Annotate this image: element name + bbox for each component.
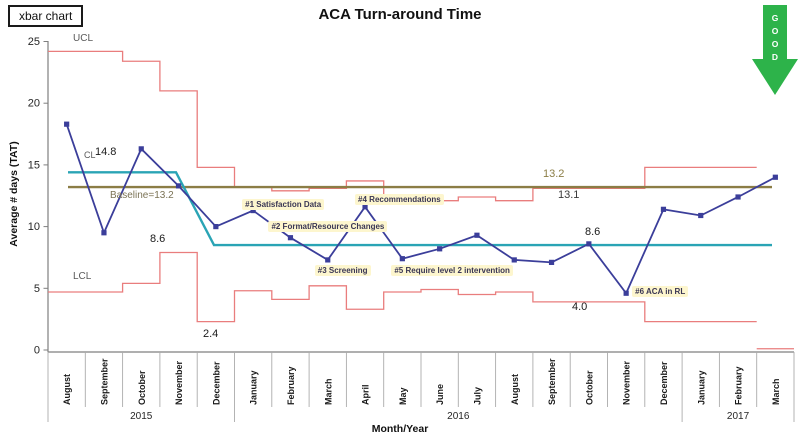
data-point	[660, 206, 667, 212]
annotation-callout: #5 Require level 2 intervention	[391, 264, 513, 276]
x-tick-month-label: March	[771, 378, 781, 405]
x-tick-month-label: January	[249, 370, 259, 405]
cl-phase2-value-right: 8.6	[585, 226, 601, 238]
x-tick-month-label: March	[323, 378, 333, 405]
data-point	[437, 246, 443, 252]
data-point	[399, 256, 405, 262]
x-tick-month-label: November	[622, 360, 632, 405]
data-point	[175, 183, 182, 189]
x-tick-month-label: September	[99, 358, 109, 405]
baseline-label: Baseline=13.2	[110, 190, 174, 201]
data-point	[325, 257, 331, 263]
x-tick-month-label: May	[398, 387, 408, 405]
y-tick-label: 20	[28, 98, 40, 110]
baseline-right-value: 13.2	[543, 168, 565, 180]
cl-phase1-value: 14.8	[95, 146, 117, 158]
data-point	[287, 235, 294, 241]
x-tick-month-label: August	[510, 374, 520, 405]
y-tick-label: 10	[28, 221, 40, 233]
data-point	[698, 212, 704, 219]
cl-phase2-value-left: 8.6	[150, 233, 166, 245]
data-point	[362, 204, 368, 210]
y-axis-title: Average # days (TAT)	[8, 141, 20, 247]
ucl-right-value: 13.1	[558, 189, 580, 201]
ucl-label: UCL	[73, 33, 94, 44]
lcl-dec2015-value: 2.4	[203, 328, 219, 340]
x-tick-month-label: December	[211, 361, 221, 405]
annotation-callout: #3 Screening	[314, 264, 371, 276]
data-point	[474, 232, 480, 238]
data-point	[548, 259, 555, 265]
annotation-callout: #6 ACA in RL	[632, 286, 689, 298]
annotation-callout: #4 Recommendations	[355, 193, 444, 205]
data-point	[772, 174, 778, 180]
x-tick-month-label: November	[174, 360, 184, 405]
series-line	[65, 123, 776, 295]
x-axis-title: Month/Year	[371, 423, 429, 435]
x-tick-month-label: December	[659, 361, 669, 405]
data-point	[138, 146, 144, 152]
good-letter: G	[772, 13, 779, 23]
lcl-label: LCL	[73, 271, 92, 282]
data-point	[250, 207, 256, 214]
x-tick-month-label: June	[435, 384, 445, 405]
good-letter: O	[772, 39, 779, 49]
data-point	[64, 121, 70, 127]
x-tick-month-label: September	[547, 358, 557, 405]
x-tick-month-label: January	[696, 370, 706, 405]
y-tick-label: 5	[34, 283, 40, 295]
x-tick-month-label: October	[137, 370, 147, 405]
y-tick-label: 15	[28, 159, 40, 171]
data-point	[511, 257, 517, 263]
center-line	[68, 171, 772, 247]
lcl-line	[48, 251, 794, 350]
chart-title: ACA Turn-around Time	[318, 6, 482, 23]
x-year-label: 2016	[447, 411, 470, 422]
data-point	[623, 290, 629, 296]
annotation-callout: #1 Satisfaction Data	[242, 198, 325, 210]
data-point	[101, 230, 107, 236]
data-point	[213, 224, 219, 230]
y-tick-label: 0	[34, 345, 40, 357]
data-point	[735, 194, 741, 200]
data-point	[586, 241, 592, 247]
x-tick-month-label: April	[361, 384, 371, 405]
ucl-line	[48, 50, 757, 202]
lcl-right-value: 4.0	[572, 301, 588, 313]
x-tick-month-label: August	[62, 374, 72, 405]
x-tick-month-label: October	[584, 370, 594, 405]
y-tick-label: 25	[28, 36, 40, 48]
good-letter: D	[772, 52, 778, 62]
x-year-label: 2015	[130, 411, 153, 422]
cl-label: CL	[84, 150, 96, 160]
annotation-callout: #2 Format/Resource Changes	[268, 220, 388, 232]
x-tick-month-label: February	[286, 366, 296, 405]
x-tick-month-label: February	[734, 366, 744, 405]
x-tick-month-label: July	[472, 387, 482, 405]
x-year-label: 2017	[727, 411, 750, 422]
chart-type-label: xbar chart	[8, 5, 84, 27]
good-letter: O	[772, 26, 779, 36]
